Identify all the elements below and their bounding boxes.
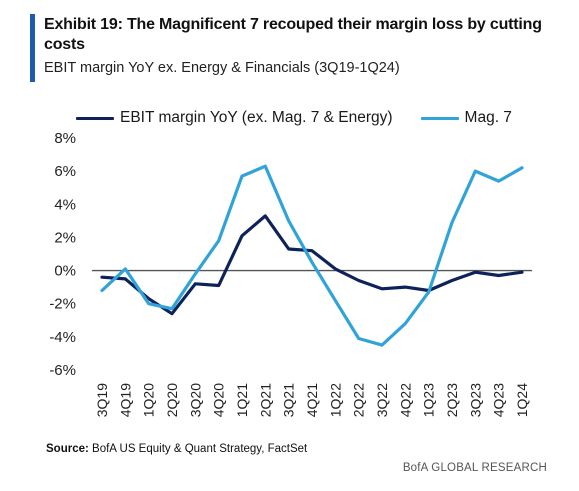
x-tick-label: 1Q22 [327, 383, 343, 417]
legend-label-ebit-margin: EBIT margin YoY (ex. Mag. 7 & Energy) [120, 109, 393, 126]
series-line-ebit-margin [100, 214, 524, 316]
x-tick-label: 1Q24 [514, 383, 530, 417]
x-tick-label: 3Q22 [374, 383, 390, 417]
source-label: Source: [46, 443, 89, 455]
legend-item-ebit-margin: EBIT margin YoY (ex. Mag. 7 & Energy) [76, 109, 393, 127]
x-tick-label: 4Q19 [117, 383, 133, 417]
brand-label: BofA GLOBAL RESEARCH [402, 462, 547, 474]
x-tick-label: 4Q22 [397, 383, 413, 417]
x-tick-label: 3Q21 [281, 383, 297, 417]
x-tick-label: 4Q21 [304, 383, 320, 417]
source-note: Source: BofA US Equity & Quant Strategy,… [46, 443, 307, 455]
x-tick-label: 3Q20 [187, 383, 203, 417]
chart-title: Exhibit 19: The Magnificent 7 recouped t… [44, 16, 542, 53]
legend-item-mag7: Mag. 7 [420, 109, 512, 127]
y-tick-label: 6% [54, 163, 76, 180]
chart-legend: EBIT margin YoY (ex. Mag. 7 & Energy) Ma… [76, 108, 540, 128]
x-tick-label: 1Q23 [421, 383, 437, 417]
x-tick-label: 2Q22 [351, 383, 367, 417]
legend-swatch-ebit-margin [76, 116, 114, 120]
x-tick-label: 1Q21 [234, 383, 250, 417]
x-tick-label: 2Q20 [164, 383, 180, 417]
x-tick-label: 4Q23 [491, 383, 507, 417]
y-tick-label: 2% [54, 229, 76, 246]
y-tick-label: -6% [49, 362, 76, 379]
y-tick-label: -4% [49, 329, 76, 346]
y-tick-label: 8% [54, 130, 76, 147]
x-tick-label: 1Q20 [141, 383, 157, 417]
x-tick-label: 4Q20 [211, 383, 227, 417]
x-tick-label: 2Q21 [257, 383, 273, 417]
chart-subtitle: EBIT margin YoY ex. Energy & Financials … [44, 60, 400, 76]
legend-swatch-mag7 [420, 116, 459, 120]
y-tick-label: 0% [54, 263, 76, 280]
y-tick-label: 4% [54, 196, 76, 213]
title-accent-bar [30, 14, 35, 82]
legend-label-mag7: Mag. 7 [464, 109, 512, 126]
x-tick-label: 2Q23 [444, 383, 460, 417]
source-text: BofA US Equity & Quant Strategy, FactSet [88, 443, 308, 455]
series-line-mag7 [100, 164, 524, 347]
x-tick-label: 3Q19 [94, 383, 110, 417]
y-tick-label: -2% [49, 296, 76, 313]
x-tick-label: 3Q23 [467, 383, 483, 417]
